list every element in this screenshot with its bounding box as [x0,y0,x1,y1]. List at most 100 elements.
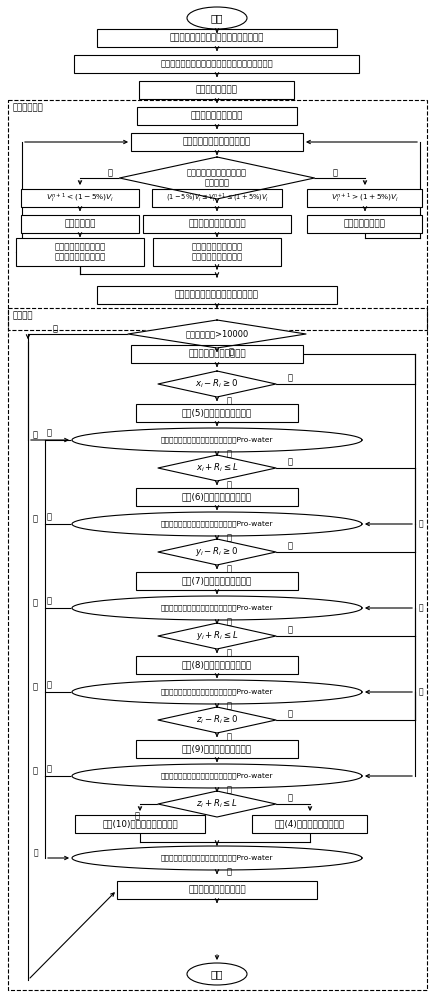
Text: 判定颗粒范围内单元材料属性是否全为Pro-water: 判定颗粒范围内单元材料属性是否全为Pro-water [161,689,273,695]
FancyBboxPatch shape [21,215,139,233]
FancyBboxPatch shape [136,488,297,506]
FancyBboxPatch shape [97,29,336,47]
FancyBboxPatch shape [74,55,358,73]
Text: 否: 否 [53,324,57,334]
FancyBboxPatch shape [153,238,280,266]
Text: 按式(7)选择颗粒范围内单元: 按式(7)选择颗粒范围内单元 [181,576,252,585]
Text: $z_i - R_i \geq 0$: $z_i - R_i \geq 0$ [195,714,238,726]
Text: 是: 是 [107,168,112,178]
Text: 是: 是 [33,682,38,692]
Text: 继续进行投放: 继续进行投放 [64,220,95,229]
Text: 是: 是 [227,617,231,626]
FancyBboxPatch shape [97,286,336,304]
Text: 否: 否 [227,396,231,406]
FancyBboxPatch shape [136,656,297,674]
Text: 统计该矿物组分已生成
颗粒的总数目和总体积: 统计该矿物组分已生成 颗粒的总数目和总体积 [191,242,242,262]
Text: $y_i - R_i \geq 0$: $y_i - R_i \geq 0$ [195,546,238,558]
Text: 否: 否 [227,648,231,658]
Polygon shape [158,455,275,481]
Text: 否: 否 [33,848,38,857]
Text: 是: 是 [227,534,231,542]
Polygon shape [158,623,275,649]
Text: 按式(8)选择颗粒范围内单元: 按式(8)选择颗粒范围内单元 [181,660,252,670]
FancyBboxPatch shape [137,107,296,125]
Text: 否: 否 [46,512,51,522]
Text: 当前颗粒粒径错误: 当前颗粒粒径错误 [343,220,385,229]
Polygon shape [158,707,275,733]
Polygon shape [72,764,361,788]
Text: 是: 是 [287,373,292,382]
FancyBboxPatch shape [307,215,421,233]
Text: $x_i - R_i \geq 0$: $x_i - R_i \geq 0$ [195,378,238,390]
Polygon shape [72,846,361,870]
Text: 是: 是 [33,598,38,607]
Text: $x_i + R_i \leq L$: $x_i + R_i \leq L$ [195,462,238,474]
Text: 结束该矿物组分颗粒投放: 结束该矿物组分颗粒投放 [187,220,245,229]
Ellipse shape [187,7,247,29]
Text: 是: 是 [33,514,38,524]
Text: $z_i + R_i \leq L$: $z_i + R_i \leq L$ [196,798,237,810]
FancyBboxPatch shape [151,189,281,207]
FancyBboxPatch shape [143,215,290,233]
Text: 是: 是 [287,458,292,466]
FancyBboxPatch shape [117,881,316,899]
Polygon shape [158,371,275,397]
Text: 矿物组分循环: 矿物组分循环 [13,104,44,112]
Text: 是: 是 [228,348,233,357]
Text: 读入水灰比，四大矿物组分含量及其粒径分布范围: 读入水灰比，四大矿物组分含量及其粒径分布范围 [160,60,273,68]
FancyBboxPatch shape [131,345,302,363]
Text: 是: 是 [33,430,38,440]
Text: $(1-5\%)V_i\leq V_i^{n+1}\leq(1+5\%)V_i$: $(1-5\%)V_i\leq V_i^{n+1}\leq(1+5\%)V_i$ [165,191,268,205]
Text: $y_i + R_i \leq L$: $y_i + R_i \leq L$ [195,630,238,643]
Text: 是: 是 [287,626,292,635]
Text: 按式(9)选择颗粒范围内单元: 按式(9)选择颗粒范围内单元 [181,744,251,754]
Polygon shape [72,596,361,620]
Text: 否: 否 [46,596,51,605]
Text: 判定颗粒范围内单元材料属性是否全为Pro-water: 判定颗粒范围内单元材料属性是否全为Pro-water [161,773,273,779]
Text: 计算该矿物组分的体积: 计算该矿物组分的体积 [191,111,243,120]
Polygon shape [158,791,275,817]
Ellipse shape [187,963,247,985]
Text: 判定颗粒范围内单元材料属性是否全为Pro-water: 判定颗粒范围内单元材料属性是否全为Pro-water [161,437,273,443]
Text: 否: 否 [227,732,231,742]
Text: 判定颗粒范围内单元材料属性是否全为Pro-water: 判定颗粒范围内单元材料属性是否全为Pro-water [161,605,273,611]
Polygon shape [128,320,305,348]
Text: $V_i^{n+1}>(1+5\%)V_i$: $V_i^{n+1}>(1+5\%)V_i$ [330,191,398,205]
Text: 是: 是 [227,786,231,794]
Text: 统计该矿物组分已生成
颗粒的总数目和总体积: 统计该矿物组分已生成 颗粒的总数目和总体积 [54,242,105,262]
Polygon shape [72,680,361,704]
Text: 颗粒投放次数>10000: 颗粒投放次数>10000 [185,330,248,338]
FancyBboxPatch shape [307,189,421,207]
Text: 否: 否 [134,812,139,820]
Text: 建立水泥净浆微观微元体模型并划分网格: 建立水泥净浆微观微元体模型并划分网格 [169,33,263,42]
Text: 否: 否 [227,481,231,489]
FancyBboxPatch shape [75,815,204,833]
Text: 是: 是 [287,710,292,718]
Text: 判定颗粒范围内单元材料属性是否全为Pro-water: 判定颗粒范围内单元材料属性是否全为Pro-water [161,521,273,527]
Polygon shape [119,157,314,199]
Text: 是: 是 [227,867,231,876]
Polygon shape [72,512,361,536]
Text: 颗粒循环: 颗粒循环 [13,312,33,320]
Text: 否: 否 [46,680,51,690]
FancyBboxPatch shape [21,189,139,207]
FancyBboxPatch shape [131,133,302,151]
Text: 是: 是 [227,450,231,458]
Text: 判定是否继续进行该矿物组
分颗粒投放: 判定是否继续进行该矿物组 分颗粒投放 [187,168,247,188]
Text: 按式(4)选择颗粒范围内单元: 按式(4)选择颗粒范围内单元 [274,820,344,828]
FancyBboxPatch shape [252,815,367,833]
Text: 是: 是 [287,542,292,550]
Text: 结束: 结束 [210,969,223,979]
Text: 开始: 开始 [210,13,223,23]
Text: 按式(5)选择颗粒范围内单元: 按式(5)选择颗粒范围内单元 [181,408,252,418]
Text: 是: 是 [418,520,423,528]
FancyBboxPatch shape [16,238,144,266]
Text: 是: 是 [418,688,423,696]
Text: 按式(6)选择颗粒范围内单元: 按式(6)选择颗粒范围内单元 [181,492,251,502]
Text: 按粒径从大到小对所有颗粒进行排序: 按粒径从大到小对所有颗粒进行排序 [174,290,258,300]
Text: 否: 否 [46,428,51,438]
Text: 是: 是 [227,702,231,710]
FancyBboxPatch shape [136,404,297,422]
Text: 是: 是 [287,794,292,802]
Text: 随机生成该矿物组分颗粒粒径: 随机生成该矿物组分颗粒粒径 [182,137,250,146]
